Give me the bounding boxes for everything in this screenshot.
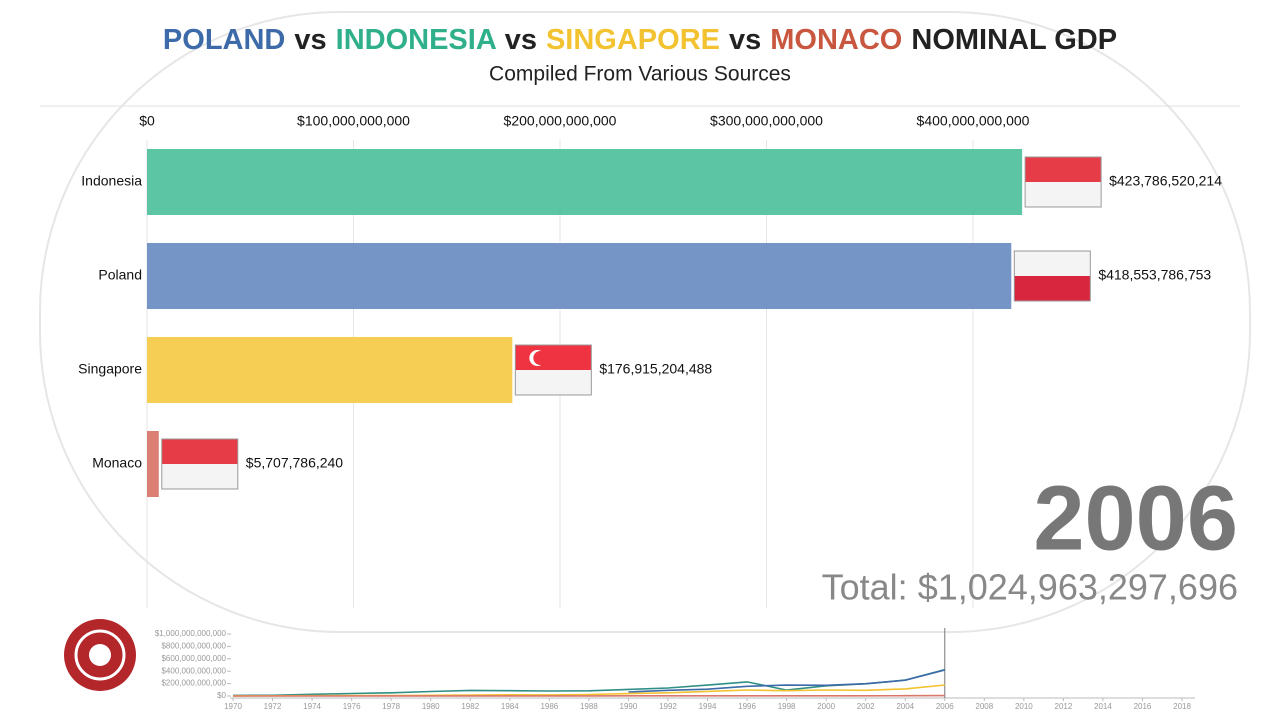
x-tick-label: 2006 <box>936 702 954 711</box>
x-tick-label: $300,000,000,000 <box>710 113 823 129</box>
x-tick-label: $100,000,000,000 <box>297 113 410 129</box>
grid: $0 $100,000,000,000 $200,000,000,000 $300,0… <box>139 113 1030 608</box>
x-tick-label: 1986 <box>540 702 558 711</box>
bar <box>147 243 1012 309</box>
category-label: Monaco <box>92 455 142 471</box>
x-tick-label: 2008 <box>975 702 993 711</box>
total-label: Total: $1,024,963,297,696 <box>822 567 1238 608</box>
x-tick-label: 1978 <box>382 702 400 711</box>
value-label: $176,915,204,488 <box>599 361 712 377</box>
x-tick-label: 1974 <box>303 702 321 711</box>
x-tick-label: 1982 <box>461 702 479 711</box>
category-label: Singapore <box>78 361 142 377</box>
year-label: 2006 <box>1033 467 1238 569</box>
title-part: POLAND <box>163 24 285 56</box>
x-tick-label: 1990 <box>620 702 638 711</box>
logo <box>64 619 136 691</box>
title-part: SINGAPORE <box>546 24 720 56</box>
y-tick-label: $1,000,000,000,000 <box>155 629 227 638</box>
line <box>232 668 946 697</box>
value-label: $423,786,520,214 <box>1109 173 1222 189</box>
value-label: $418,553,786,753 <box>1098 267 1211 283</box>
flag <box>1024 156 1102 208</box>
title-part: vs <box>505 24 537 56</box>
x-tick-label: 1984 <box>501 702 519 711</box>
x-tick-label: $400,000,000,000 <box>917 113 1030 129</box>
title-part: vs <box>294 24 326 56</box>
x-tick-label: $200,000,000,000 <box>504 113 617 129</box>
x-tick-label: 2012 <box>1055 702 1073 711</box>
category-label: Poland <box>98 267 142 283</box>
flag <box>514 344 592 396</box>
chart-title: POLAND vs INDONESIA vs SINGAPORE vs MONACO NOMI… <box>163 24 1117 56</box>
category-label: Indonesia <box>81 173 142 189</box>
map-outline <box>39 11 1251 633</box>
title-part: INDONESIA <box>336 24 497 56</box>
x-tick-label: $0 <box>139 113 155 129</box>
title-part: NOMINAL GDP <box>911 24 1117 56</box>
x-tick-label: 2014 <box>1094 702 1112 711</box>
mini-chart: $0 $200,000,000,000 $400,000,000,000 $600,0… <box>155 628 1191 711</box>
x-tick-label: 1988 <box>580 702 598 711</box>
line <box>628 669 945 693</box>
bar <box>147 149 1023 215</box>
x-tick-label: 2018 <box>1173 702 1191 711</box>
x-tick-label: 2002 <box>857 702 875 711</box>
bar <box>147 431 159 497</box>
x-tick-label: 2016 <box>1134 702 1152 711</box>
x-tick-label: 1970 <box>224 702 242 711</box>
chart-subtitle: Compiled From Various Sources <box>489 63 791 86</box>
x-tick-label: 1976 <box>343 702 361 711</box>
title-part: vs <box>729 24 761 56</box>
y-tick-label: $800,000,000,000 <box>161 642 226 651</box>
x-tick-label: 2000 <box>817 702 835 711</box>
x-tick-label: 1992 <box>659 702 677 711</box>
title-part: MONACO <box>770 24 902 56</box>
x-tick-label: 1998 <box>778 702 796 711</box>
flag <box>1013 250 1091 302</box>
value-label: $5,707,786,240 <box>246 455 344 471</box>
y-tick-label: $200,000,000,000 <box>161 679 226 688</box>
x-tick-label: 2010 <box>1015 702 1033 711</box>
y-tick-label: $0 <box>217 691 226 700</box>
bars: Indonesia $423,786,520,214 Poland $418,553,… <box>78 149 1222 497</box>
y-tick-label: $600,000,000,000 <box>161 654 226 663</box>
x-tick-label: 1996 <box>738 702 756 711</box>
x-tick-label: 1980 <box>422 702 440 711</box>
x-tick-label: 2004 <box>896 702 914 711</box>
x-tick-label: 1972 <box>264 702 282 711</box>
y-tick-label: $400,000,000,000 <box>161 666 226 675</box>
flag <box>161 438 239 490</box>
bar <box>147 337 513 403</box>
x-tick-label: 1994 <box>699 702 717 711</box>
